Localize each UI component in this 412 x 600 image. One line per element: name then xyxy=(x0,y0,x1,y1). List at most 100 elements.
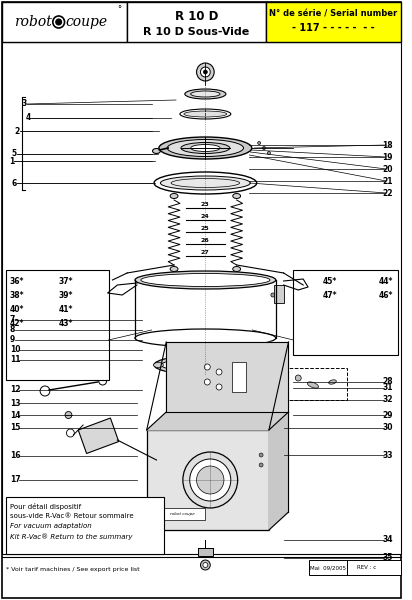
Text: 46*: 46* xyxy=(379,292,393,301)
Bar xyxy=(6,270,108,380)
Circle shape xyxy=(65,412,72,419)
Bar xyxy=(274,285,283,303)
Bar xyxy=(293,270,398,355)
Text: 44*: 44* xyxy=(379,277,393,286)
Text: 10: 10 xyxy=(10,346,20,355)
Bar xyxy=(266,2,401,42)
Text: 16: 16 xyxy=(10,451,20,461)
Ellipse shape xyxy=(170,193,178,199)
Ellipse shape xyxy=(167,139,243,157)
Text: 35: 35 xyxy=(383,553,393,563)
Text: 19: 19 xyxy=(383,152,393,161)
Circle shape xyxy=(197,466,224,494)
Ellipse shape xyxy=(141,274,270,286)
Circle shape xyxy=(295,375,301,381)
Circle shape xyxy=(183,452,238,508)
Text: 17: 17 xyxy=(10,475,21,485)
Ellipse shape xyxy=(154,362,163,367)
Text: robot coupe: robot coupe xyxy=(171,512,195,516)
Ellipse shape xyxy=(181,142,230,154)
Text: 28: 28 xyxy=(382,377,393,386)
Circle shape xyxy=(197,63,214,81)
Circle shape xyxy=(259,463,263,467)
Text: coupe: coupe xyxy=(65,15,107,29)
Text: For vacuum adaptation: For vacuum adaptation xyxy=(10,523,91,529)
Ellipse shape xyxy=(248,362,257,367)
Polygon shape xyxy=(166,342,288,412)
Ellipse shape xyxy=(170,266,178,271)
Text: 39*: 39* xyxy=(59,292,73,301)
Text: 9: 9 xyxy=(10,335,15,344)
Circle shape xyxy=(201,560,210,570)
Text: - 117 - - - - -  - -: - 117 - - - - - - - xyxy=(292,23,375,33)
Text: 2: 2 xyxy=(15,127,20,136)
Ellipse shape xyxy=(233,193,241,199)
Text: 45*: 45* xyxy=(323,277,337,286)
Text: 1: 1 xyxy=(9,157,14,166)
Text: 37*: 37* xyxy=(59,277,73,286)
Bar xyxy=(2,2,127,42)
Text: 21: 21 xyxy=(383,176,393,185)
Text: sous-vide R-Vac® Retour sommaire: sous-vide R-Vac® Retour sommaire xyxy=(10,513,133,519)
Ellipse shape xyxy=(201,368,210,373)
Text: 33: 33 xyxy=(383,451,393,460)
Ellipse shape xyxy=(233,266,241,271)
Text: Kit R-Vac® Return to the summary: Kit R-Vac® Return to the summary xyxy=(10,533,132,539)
Text: 22: 22 xyxy=(383,188,393,197)
Ellipse shape xyxy=(187,361,224,368)
Text: 43*: 43* xyxy=(59,319,73,329)
Text: 4: 4 xyxy=(26,113,30,122)
Polygon shape xyxy=(147,412,288,430)
Bar xyxy=(78,418,119,454)
Bar xyxy=(283,368,347,400)
Text: Pour détail dispositif: Pour détail dispositif xyxy=(10,503,81,510)
Circle shape xyxy=(267,151,270,154)
Circle shape xyxy=(203,563,208,568)
Text: 25: 25 xyxy=(200,226,209,231)
Text: 11: 11 xyxy=(10,355,20,364)
Text: 40*: 40* xyxy=(10,305,24,314)
Text: 38*: 38* xyxy=(10,292,24,301)
Text: 42*: 42* xyxy=(10,319,24,329)
Bar xyxy=(232,362,246,392)
Bar xyxy=(2,42,401,554)
Text: R 10 D Sous-Vide: R 10 D Sous-Vide xyxy=(143,27,250,37)
Ellipse shape xyxy=(201,356,210,361)
Ellipse shape xyxy=(329,380,336,384)
Text: 26: 26 xyxy=(200,238,209,243)
Polygon shape xyxy=(269,412,288,530)
Ellipse shape xyxy=(191,91,220,97)
Text: 15: 15 xyxy=(10,424,20,433)
Ellipse shape xyxy=(191,145,220,151)
Circle shape xyxy=(216,369,222,375)
Text: 32: 32 xyxy=(383,395,393,404)
Text: 41*: 41* xyxy=(59,305,73,314)
Text: 6: 6 xyxy=(12,179,17,187)
Circle shape xyxy=(259,453,263,457)
Ellipse shape xyxy=(135,329,276,347)
Text: 36*: 36* xyxy=(10,277,24,286)
Ellipse shape xyxy=(152,148,160,154)
Text: 3: 3 xyxy=(21,100,27,109)
Bar xyxy=(162,508,205,520)
Text: 29: 29 xyxy=(383,410,393,419)
Ellipse shape xyxy=(159,137,252,159)
Text: robot: robot xyxy=(14,15,52,29)
Circle shape xyxy=(271,293,275,297)
Text: 23: 23 xyxy=(200,202,209,207)
Ellipse shape xyxy=(162,358,249,372)
Ellipse shape xyxy=(135,271,276,289)
Bar xyxy=(197,548,213,556)
Bar xyxy=(147,430,269,530)
Circle shape xyxy=(53,16,65,28)
Circle shape xyxy=(190,459,231,501)
Text: * Voir tarif machines / See export price list: * Voir tarif machines / See export price… xyxy=(6,568,140,572)
Bar xyxy=(309,560,401,575)
Circle shape xyxy=(204,364,210,370)
Circle shape xyxy=(201,67,210,77)
Circle shape xyxy=(216,384,222,390)
Text: 8: 8 xyxy=(10,325,15,335)
Text: Mai  09/2005: Mai 09/2005 xyxy=(309,565,346,570)
Circle shape xyxy=(258,142,261,145)
Ellipse shape xyxy=(160,176,250,190)
